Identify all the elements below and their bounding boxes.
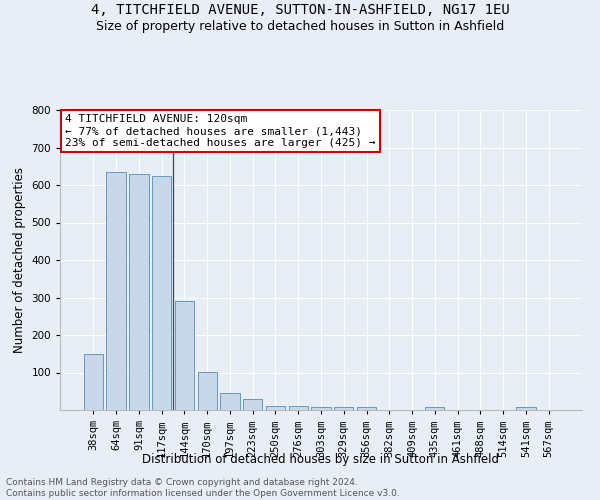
Text: Size of property relative to detached houses in Sutton in Ashfield: Size of property relative to detached ho… [96,20,504,33]
Bar [425,407,445,410]
Bar [152,176,172,410]
Bar [266,406,285,410]
Bar [220,393,239,410]
Y-axis label: Number of detached properties: Number of detached properties [13,167,26,353]
Bar [175,301,194,410]
Bar [289,406,308,410]
Bar [197,372,217,410]
Bar [106,172,126,410]
Bar [516,407,536,410]
Bar [311,407,331,410]
Text: 4 TITCHFIELD AVENUE: 120sqm
← 77% of detached houses are smaller (1,443)
23% of : 4 TITCHFIELD AVENUE: 120sqm ← 77% of det… [65,114,376,148]
Text: Contains HM Land Registry data © Crown copyright and database right 2024.
Contai: Contains HM Land Registry data © Crown c… [6,478,400,498]
Text: Distribution of detached houses by size in Sutton in Ashfield: Distribution of detached houses by size … [143,452,499,466]
Text: 4, TITCHFIELD AVENUE, SUTTON-IN-ASHFIELD, NG17 1EU: 4, TITCHFIELD AVENUE, SUTTON-IN-ASHFIELD… [91,2,509,16]
Bar [84,354,103,410]
Bar [334,408,353,410]
Bar [129,174,149,410]
Bar [243,399,262,410]
Bar [357,407,376,410]
